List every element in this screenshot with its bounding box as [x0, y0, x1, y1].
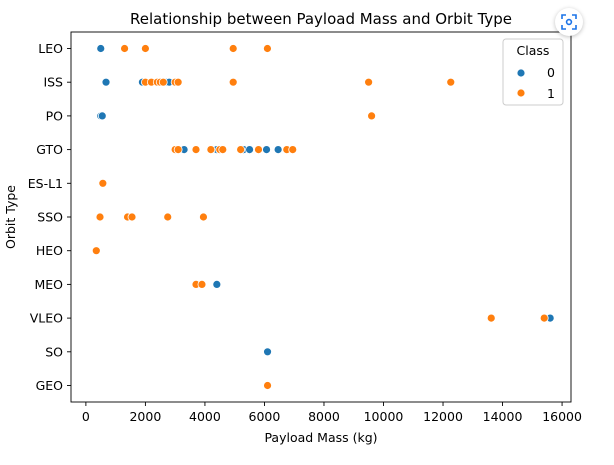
data-point-class-1: [263, 381, 272, 390]
data-point-class-1: [446, 77, 456, 87]
data-point-class-0: [97, 111, 107, 121]
data-point-class-1: [254, 145, 263, 155]
data-point-class-1: [163, 212, 173, 222]
data-point-class-0: [96, 44, 106, 53]
data-point-class-0: [262, 145, 271, 155]
focus-frame-button[interactable]: [555, 8, 583, 36]
x-axis: 0 2000 4000 6000 8000 10000 12000 14000 16000: [82, 402, 582, 424]
data-point-class-1: [364, 77, 374, 87]
data-point-class-1: [367, 111, 376, 121]
x-tick-label: 14000: [483, 409, 523, 424]
data-point-class-1: [236, 145, 246, 155]
data-point-class-0: [273, 145, 283, 155]
data-points: [91, 44, 555, 390]
data-point-class-1: [98, 178, 108, 188]
x-tick-label: 10000: [364, 409, 404, 424]
data-point-class-1: [199, 212, 208, 222]
data-point-class-0: [101, 77, 111, 87]
chart-title: Relationship between Payload Mass and Or…: [130, 10, 512, 28]
data-point-class-1: [173, 77, 183, 87]
y-axis-label: Orbit Type: [3, 185, 18, 249]
data-point-class-1: [91, 246, 101, 256]
x-tick-label: 16000: [542, 409, 582, 424]
data-point-class-1: [197, 279, 207, 289]
plot-area: [70, 31, 572, 403]
data-point-class-1: [206, 145, 216, 155]
data-point-class-1: [158, 77, 168, 87]
x-axis-label: Payload Mass (kg): [264, 430, 377, 445]
data-point-class-0: [245, 145, 254, 155]
x-tick-label: 8000: [308, 409, 340, 424]
legend-marker-class-0: [516, 68, 526, 78]
data-point-class-1: [486, 313, 496, 323]
data-point-class-1: [539, 313, 549, 323]
x-tick-label: 4000: [189, 409, 221, 424]
y-tick-label: HEO: [36, 243, 63, 258]
data-point-class-1: [218, 145, 228, 155]
y-tick-label: ES-L1: [28, 176, 63, 191]
y-tick-label: PO: [46, 108, 64, 123]
legend: Class 0 1: [502, 38, 564, 106]
y-tick-label: ISS: [43, 75, 63, 90]
data-point-class-1: [120, 44, 129, 53]
x-tick-label: 0: [82, 409, 90, 424]
legend-label-class-0: 0: [547, 65, 555, 80]
y-axis: LEO ISS PO GTO ES-L1 SSO HEO MEO VLEO SO GEO: [28, 41, 71, 393]
data-point-class-1: [228, 44, 238, 53]
data-point-class-1: [263, 44, 272, 53]
data-point-class-1: [191, 145, 201, 155]
x-tick-label: 2000: [129, 409, 161, 424]
focus-frame-icon: [561, 14, 577, 30]
y-tick-label: MEO: [34, 277, 63, 292]
y-tick-label: SO: [45, 344, 63, 359]
legend-marker-class-1: [516, 88, 526, 98]
legend-label-class-1: 1: [547, 86, 555, 101]
data-point-class-1: [95, 212, 105, 222]
data-point-class-1: [173, 145, 183, 155]
data-point-class-1: [127, 212, 137, 222]
y-tick-label: GTO: [36, 142, 63, 157]
data-point-class-0: [212, 279, 222, 289]
data-point-class-1: [228, 77, 238, 87]
data-point-class-1: [141, 44, 150, 53]
y-tick-label: LEO: [38, 41, 63, 56]
data-point-class-0: [263, 347, 272, 357]
legend-box: [502, 38, 564, 106]
y-tick-label: SSO: [37, 210, 63, 225]
legend-title: Class: [517, 43, 550, 58]
y-tick-label: GEO: [36, 378, 64, 393]
y-tick-label: VLEO: [30, 311, 63, 326]
x-tick-label: 12000: [423, 409, 463, 424]
x-tick-label: 6000: [249, 409, 281, 424]
data-point-class-1: [288, 145, 298, 155]
